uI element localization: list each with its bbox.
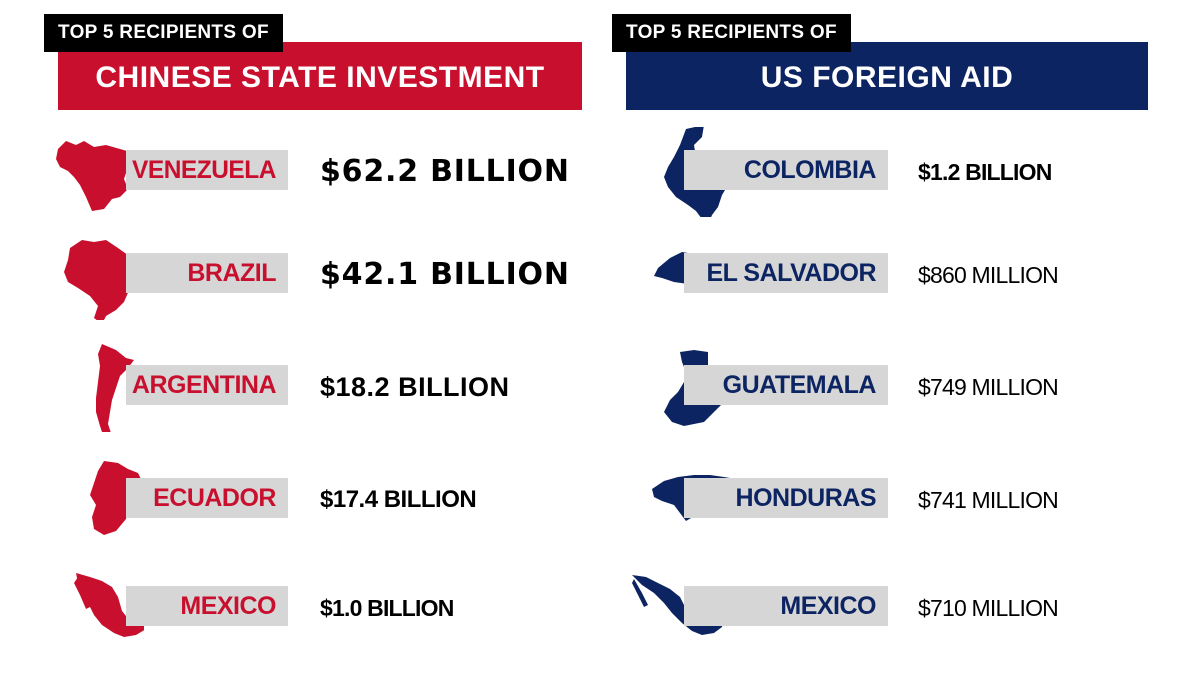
amount-value: $62.2 BILLION [320, 154, 570, 189]
country-label: ARGENTINA [126, 365, 288, 405]
recipient-row: COLOMBIA $1.2 BILLION [600, 125, 1200, 225]
country-label: BRAZIL [126, 253, 288, 293]
panel-banner: US FOREIGN AID [626, 42, 1148, 110]
amount-value: $18.2 BILLION [320, 372, 510, 402]
country-label: MEXICO [684, 586, 888, 626]
country-label: HONDURAS [684, 478, 888, 518]
recipient-row: ECUADOR $17.4 BILLION [0, 455, 600, 545]
argentina-map-icon [24, 342, 144, 438]
mexico-map-icon [624, 563, 744, 653]
panel-kicker: TOP 5 RECIPIENTS OF [44, 14, 283, 52]
recipient-row: MEXICO $1.0 BILLION [0, 563, 600, 653]
country-label: MEXICO [126, 586, 288, 626]
amount-value: $42.1 BILLION [320, 257, 570, 292]
brazil-map-icon [24, 230, 144, 324]
country-label: GUATEMALA [684, 365, 888, 405]
recipient-row: VENEZUELA $62.2 BILLION [0, 127, 600, 217]
country-label: VENEZUELA [126, 150, 288, 190]
recipient-row: BRAZIL $42.1 BILLION [0, 230, 600, 324]
amount-value: $1.2 BILLION [918, 159, 1052, 185]
country-label: ECUADOR [126, 478, 288, 518]
panel-kicker: TOP 5 RECIPIENTS OF [612, 14, 851, 52]
country-label: COLOMBIA [684, 150, 888, 190]
amount-value: $749 MILLION [918, 374, 1059, 400]
recipient-row: HONDURAS $741 MILLION [600, 455, 1200, 545]
recipient-row: ARGENTINA $18.2 BILLION [0, 342, 600, 438]
amount-value: $710 MILLION [918, 595, 1059, 621]
amount-value: $1.0 BILLION [320, 595, 454, 621]
recipient-row: GUATEMALA $749 MILLION [600, 342, 1200, 432]
venezuela-map-icon [24, 127, 144, 217]
panel-banner: CHINESE STATE INVESTMENT [58, 42, 582, 110]
country-label: EL SALVADOR [684, 253, 888, 293]
amount-value: $741 MILLION [918, 487, 1059, 513]
recipient-row: MEXICO $710 MILLION [600, 563, 1200, 653]
recipient-row: EL SALVADOR $860 MILLION [600, 230, 1200, 320]
amount-value: $17.4 BILLION [320, 486, 477, 513]
amount-value: $860 MILLION [918, 262, 1059, 288]
